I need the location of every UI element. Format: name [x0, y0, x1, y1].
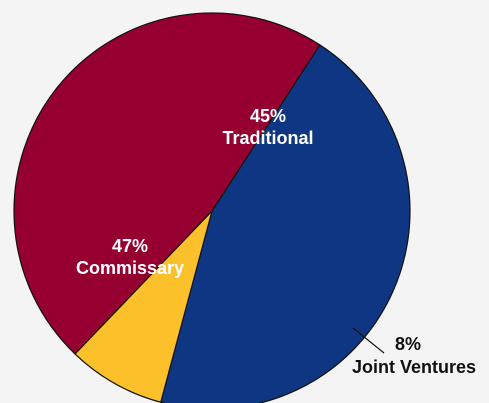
pie-slice-commissary: [13, 12, 321, 355]
joint-ventures-leader-line: [352, 327, 385, 354]
traditional-percent-label: 45%: [250, 106, 286, 126]
joint-ventures-category-label: Joint Ventures: [352, 357, 476, 377]
commissary-percent-label: 47%: [112, 236, 148, 256]
pie-slices: [13, 12, 411, 403]
pie-slice-traditional: [160, 44, 411, 403]
pie-slice-joint-ventures: [74, 210, 213, 403]
slice-labels: 45% Traditional 47% Commissary 8% Joint …: [76, 106, 476, 377]
joint-ventures-percent-label: 8%: [395, 334, 421, 354]
traditional-category-label: Traditional: [222, 128, 313, 148]
commissary-category-label: Commissary: [76, 258, 184, 278]
